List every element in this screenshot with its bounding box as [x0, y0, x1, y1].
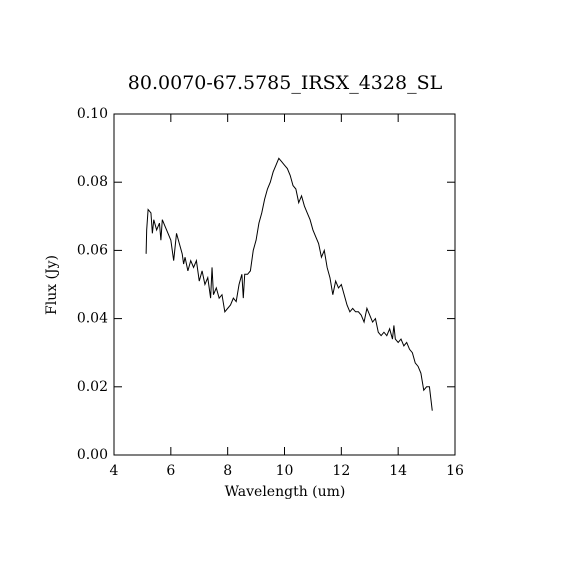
- y-tick-label: 0.08: [77, 174, 108, 190]
- y-tick-label: 0.00: [77, 447, 108, 463]
- spectrum-line: [145, 157, 433, 411]
- y-axis-label: Flux (Jy): [44, 255, 60, 315]
- y-tick-label: 0.02: [77, 379, 108, 395]
- x-axis-label: Wavelength (um): [225, 484, 346, 500]
- x-tick-label: 14: [389, 463, 407, 479]
- x-tick-label: 10: [276, 463, 294, 479]
- chart-title: 80.0070-67.5785_IRSX_4328_SL: [128, 72, 443, 94]
- x-tick-label: 12: [332, 463, 350, 479]
- y-tick-label: 0.10: [77, 106, 108, 122]
- x-tick-label: 4: [110, 463, 119, 479]
- x-tick-label: 6: [166, 463, 175, 479]
- x-tick-label: 16: [446, 463, 464, 479]
- y-tick-label: 0.04: [77, 311, 108, 327]
- y-tick-label: 0.06: [77, 242, 108, 258]
- x-tick-label: 8: [223, 463, 232, 479]
